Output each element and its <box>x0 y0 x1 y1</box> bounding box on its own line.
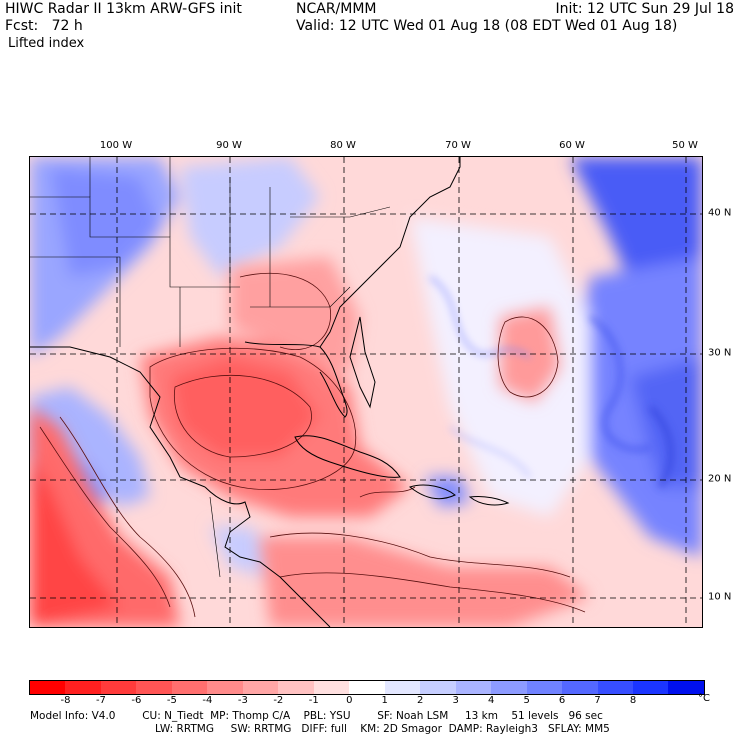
colorbar-tick-label: 0 <box>346 695 353 706</box>
colorbar-cell <box>171 681 208 694</box>
colorbar-cell <box>668 681 704 694</box>
colorbar-cell <box>420 681 456 694</box>
field-texture <box>428 275 674 489</box>
colorbar-cell <box>100 681 137 694</box>
colorbar-tick-label: 3 <box>452 695 459 706</box>
colorbar-cell <box>491 681 527 694</box>
field-label: Lifted index <box>8 36 85 51</box>
colorbar-tick-label: -6 <box>131 695 142 706</box>
colorbar-cell <box>562 681 598 694</box>
colorbar-cell <box>455 681 492 694</box>
colorbar-tick-label: 1 <box>381 695 388 706</box>
coastlines <box>30 157 510 627</box>
lat-label-40n: 40 N <box>708 207 732 219</box>
lon-label-80w: 80 W <box>330 140 356 151</box>
colorbar-cell <box>632 681 669 694</box>
lon-label-90w: 90 W <box>216 140 242 151</box>
colorbar-cell <box>313 681 350 694</box>
colorbar-tick-label: -5 <box>166 695 177 706</box>
colorbar-cell <box>278 681 314 694</box>
colorbar-cell <box>384 681 421 694</box>
model-info-line-2: LW: RRTMG SW: RRTMG DIFF: full KM: 2D Sm… <box>155 723 610 735</box>
colorbar-tick-label: -3 <box>237 695 248 706</box>
colorbar-tick-label: -4 <box>202 695 213 706</box>
colorbar-tick-label: 5 <box>523 695 530 706</box>
colorbar-tick-label: -7 <box>95 695 106 706</box>
colorbar-tick-label: 7 <box>594 695 601 706</box>
colorbar-tick-label: -1 <box>308 695 319 706</box>
colorbar-tick-label: 2 <box>417 695 424 706</box>
colorbar-tick-label: 8 <box>629 695 637 706</box>
contour-lines <box>39 272 586 618</box>
colorbar-unit: °C <box>698 693 710 704</box>
colorbar-cell <box>526 681 563 694</box>
lon-label-60w: 60 W <box>559 140 585 151</box>
colorbar-cell <box>207 681 243 694</box>
lon-label-50w: 50 W <box>672 140 698 151</box>
colorbar-cell <box>65 681 101 694</box>
colorbar <box>29 680 705 695</box>
colorbar-cell <box>30 681 66 694</box>
colorbar-cell <box>597 681 633 694</box>
model-title: HIWC Radar II 13km ARW-GFS init Fcst: 72… <box>5 1 242 34</box>
lat-label-10n: 10 N <box>708 591 732 603</box>
lon-label-100w: 100 W <box>99 140 133 151</box>
model-info-line-1: Model Info: V4.0 CU: N_Tiedt MP: Thomp C… <box>30 710 603 722</box>
colorbar-tick-label: 4 <box>487 695 495 706</box>
valid-time: Valid: 12 UTC Wed 01 Aug 18 (08 EDT Wed … <box>296 18 678 34</box>
colorbar-tick-label: 6 <box>558 695 566 706</box>
colorbar-tick-label: -8 <box>60 695 71 706</box>
colorbar-cell <box>136 681 172 694</box>
graticule <box>30 157 702 627</box>
lat-label-20n: 20 N <box>708 473 732 485</box>
lon-label-70w: 70 W <box>445 140 471 151</box>
colorbar-cell <box>349 681 385 694</box>
political-borders <box>30 157 391 578</box>
lifted-index-map <box>29 156 703 628</box>
source-label: NCAR/MMM <box>296 1 377 17</box>
colorbar-cell <box>242 681 279 694</box>
unstable-areas <box>30 257 590 627</box>
lat-label-30n: 30 N <box>708 347 732 359</box>
init-time: Init: 12 UTC Sun 29 Jul 18 <box>555 1 734 17</box>
colorbar-tick-label: -2 <box>273 695 284 706</box>
